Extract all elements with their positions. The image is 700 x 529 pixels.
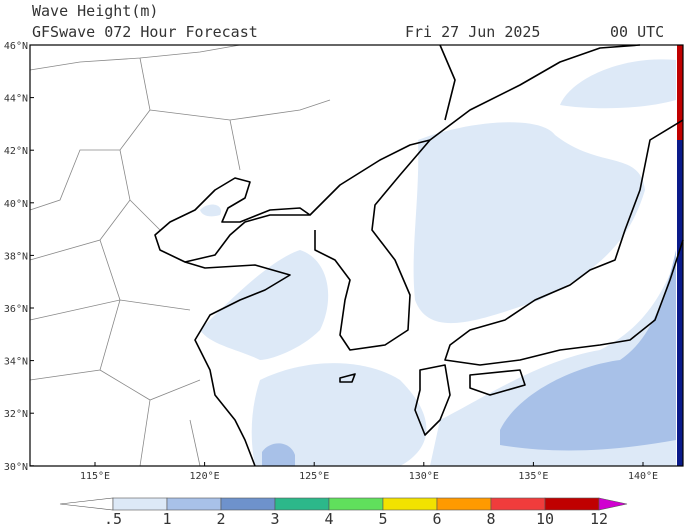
colorbar-label: 2 [216,510,225,525]
colorbar-label: 10 [536,510,554,525]
subtitle: GFSwave 072 Hour Forecast [32,23,258,41]
borders [29,44,331,467]
lon-label: 125°E [299,471,329,482]
colorbar-cell [166,497,222,511]
lat-label: 38°N [4,251,28,262]
colorbar-cell [112,497,168,511]
coastline [429,44,641,141]
map [29,44,684,467]
colorbar-label: 8 [486,510,495,525]
coastline [444,119,684,366]
lat-label: 46°N [4,41,28,52]
lat-label: 34°N [4,357,28,368]
lon-label: 140°E [628,471,658,482]
sea-blob [413,122,645,324]
colorbar-label: 3 [270,510,279,525]
coastline [309,139,431,351]
colorbar-cell [382,497,438,511]
colorbar-label: 12 [590,510,608,525]
sea-blob [200,250,329,360]
title: Wave Height(m) [32,2,158,20]
colorbar-label: 5 [378,510,387,525]
lat-label: 36°N [4,304,28,315]
sea-blob [500,250,676,451]
colorbar-cell [220,497,276,511]
sea-blob [262,443,295,466]
sea-blob [560,59,676,109]
lon-label: 115°E [80,471,110,482]
colorbar-label: .5 [104,510,122,525]
colorbar-cell [59,497,114,511]
colorbar-cell [544,497,600,511]
lon-label: 135°E [518,471,548,482]
lat-label: 32°N [4,409,28,420]
coastline [339,364,526,436]
lat-label: 42°N [4,146,28,157]
date: Fri 27 Jun 2025 [405,23,540,41]
colorbar-cell [328,497,384,511]
coastline [184,261,291,467]
lat-label: 44°N [4,94,28,105]
colorbar-cell [436,497,492,511]
lon-label: 120°E [190,471,220,482]
sea-blob [200,204,221,217]
coastline [154,177,311,263]
colorbar-cell [490,497,546,511]
edge-band [677,45,683,466]
colorbar-cell [598,497,628,511]
colorbar-label: 6 [432,510,441,525]
sea-blob [251,363,427,466]
lat-label: 40°N [4,199,28,210]
edge-band [677,45,683,140]
lon-label: 130°E [409,471,439,482]
time: 00 UTC [610,23,664,41]
colorbar-label: 4 [324,510,333,525]
lat-label: 30°N [4,462,28,473]
colorbar-label: 1 [162,510,171,525]
colorbar-cell [274,497,330,511]
